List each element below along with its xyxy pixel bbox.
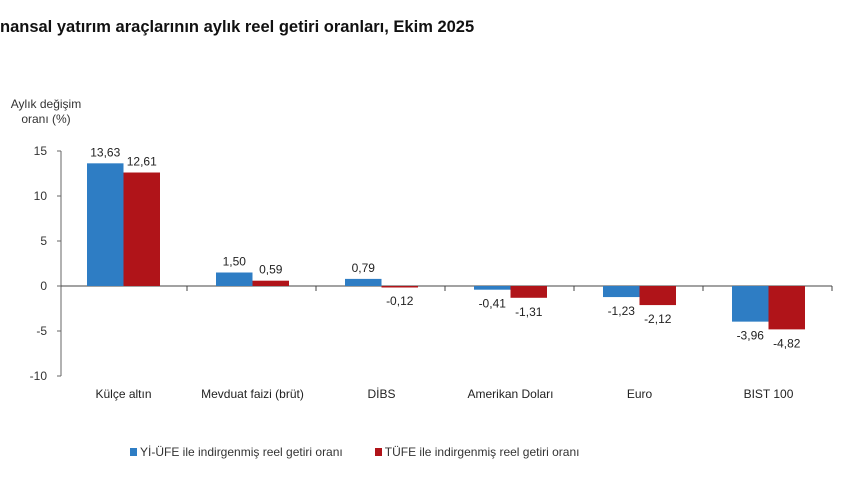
bar-chart: 15 10 5 0 -5 -10 Külçe altın 13,63 12,61 Mevduat …	[30, 144, 833, 401]
legend-label: Yİ-ÜFE ile indirgenmiş reel getiri oranı	[140, 445, 343, 459]
bar-yiufe	[732, 286, 769, 322]
legend-item-tufe: TÜFE ile indirgenmiş reel getiri oranı	[374, 445, 580, 459]
bar-tufe	[123, 172, 160, 286]
bar-tufe	[381, 286, 418, 288]
x-tick-label: Mevduat faizi (brüt)	[201, 387, 304, 401]
data-label: -0,12	[386, 294, 414, 308]
legend-swatch-blue	[130, 448, 137, 456]
data-label: -3,96	[737, 329, 765, 343]
bar-yiufe	[216, 272, 253, 286]
bar-yiufe	[603, 286, 640, 298]
x-tick-label: Euro	[627, 387, 653, 401]
y-tick-label: 0	[40, 279, 47, 293]
x-tick-label: Amerikan Doları	[467, 387, 553, 401]
data-label: 13,63	[90, 145, 120, 159]
data-label: 0,59	[259, 263, 283, 277]
bar-yiufe	[345, 278, 382, 286]
y-tick-label: -5	[36, 324, 47, 338]
data-label: 0,79	[352, 261, 376, 275]
bar-tufe	[768, 286, 805, 330]
data-label: 12,61	[127, 155, 157, 169]
legend-swatch-red	[374, 448, 382, 456]
data-label: -1,31	[515, 305, 543, 319]
x-tick-label: DİBS	[367, 387, 395, 401]
legend-item-yiufe: Yİ-ÜFE ile indirgenmiş reel getiri oranı	[130, 445, 343, 459]
x-tick-label: Külçe altın	[95, 387, 151, 401]
data-label: -4,82	[773, 336, 801, 350]
y-axis-label: Aylık değişim oranı (%)	[10, 97, 82, 126]
y-tick-label: 10	[34, 189, 48, 203]
data-label: 1,50	[223, 255, 247, 269]
y-tick-label: 15	[34, 144, 48, 158]
y-tick-label: -10	[30, 369, 48, 383]
chart-title: nansal yatırım araçlarının aylık reel ge…	[0, 18, 475, 36]
data-label: -0,41	[479, 297, 507, 311]
bar-tufe	[510, 286, 547, 298]
bar-yiufe	[474, 286, 511, 290]
bar-yiufe	[87, 163, 124, 286]
bar-tufe	[639, 286, 676, 306]
legend: Yİ-ÜFE ile indirgenmiş reel getiri oranı…	[130, 445, 580, 459]
y-tick-label: 5	[40, 234, 47, 248]
data-label: -2,12	[644, 312, 672, 326]
x-tick-label: BIST 100	[744, 387, 794, 401]
bar-tufe	[252, 280, 289, 286]
legend-label: TÜFE ile indirgenmiş reel getiri oranı	[384, 445, 580, 459]
data-label: -1,23	[608, 304, 636, 318]
